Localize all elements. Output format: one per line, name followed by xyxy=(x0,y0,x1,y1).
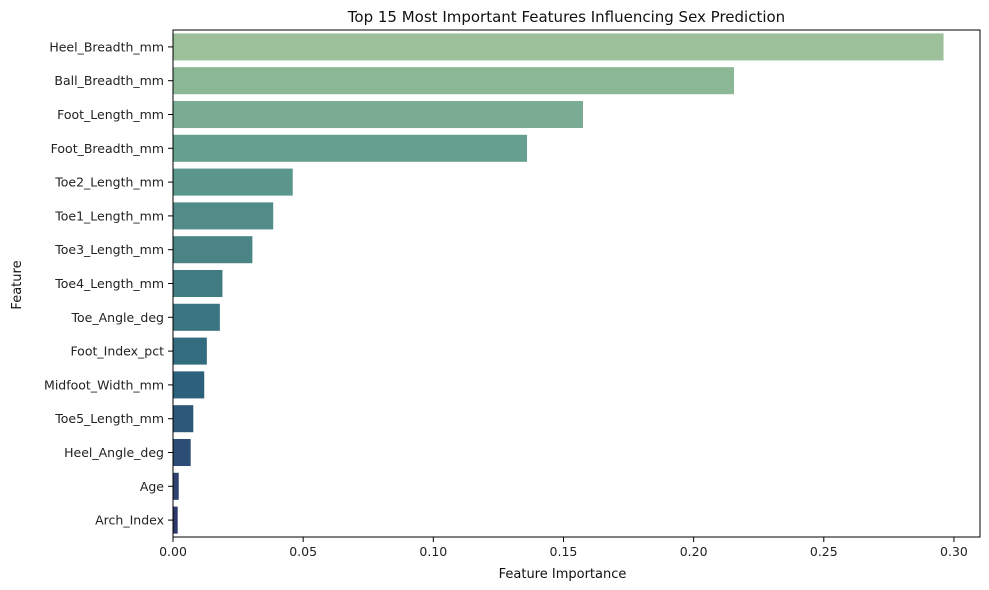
bar-heel-angle-deg xyxy=(173,438,191,467)
x-tick-label: 0.15 xyxy=(550,544,578,559)
y-tick-label: Ball_Breadth_mm xyxy=(54,73,164,88)
y-tick-label: Toe3_Length_mm xyxy=(54,242,164,257)
y-tick-label: Toe_Angle_deg xyxy=(71,310,164,325)
x-axis-ticks: 0.00 0.05 0.10 0.15 0.20 0.25 0.30 xyxy=(159,537,968,559)
bar-toe5-length-mm xyxy=(173,405,194,433)
bar-foot-index-pct xyxy=(173,337,207,365)
bar-arch-index xyxy=(173,506,178,534)
y-tick-label: Toe1_Length_mm xyxy=(54,208,164,223)
x-tick-label: 0.05 xyxy=(289,544,317,559)
bar-foot-length-mm xyxy=(173,100,584,129)
y-axis-label: Feature xyxy=(10,260,25,309)
bar-toe4-length-mm xyxy=(173,269,223,298)
y-tick-label: Heel_Angle_deg xyxy=(64,445,164,460)
bars-group xyxy=(173,33,944,534)
bar-heel-breadth-mm xyxy=(173,33,944,61)
y-tick-label: Toe4_Length_mm xyxy=(54,276,164,291)
y-tick-label: Arch_Index xyxy=(95,513,164,528)
y-tick-label: Heel_Breadth_mm xyxy=(49,39,164,54)
x-tick-label: 0.20 xyxy=(680,544,708,559)
x-tick-label: 0.30 xyxy=(940,544,968,559)
y-tick-label: Midfoot_Width_mm xyxy=(44,377,164,392)
bar-toe-angle-deg xyxy=(173,303,220,331)
y-tick-label: Foot_Breadth_mm xyxy=(51,141,164,156)
bar-midfoot-width-mm xyxy=(173,371,205,399)
x-tick-label: 0.10 xyxy=(419,544,447,559)
bar-ball-breadth-mm xyxy=(173,67,734,95)
y-tick-label: Foot_Length_mm xyxy=(57,107,164,122)
bar-toe1-length-mm xyxy=(173,202,274,230)
y-axis-ticks: Heel_Breadth_mm Ball_Breadth_mm Foot_Lengt… xyxy=(44,39,173,528)
y-tick-label: Toe2_Length_mm xyxy=(54,175,164,190)
bar-toe3-length-mm xyxy=(173,236,253,264)
chart-title: Top 15 Most Important Features Influenci… xyxy=(347,8,785,26)
x-tick-label: 0.25 xyxy=(810,544,838,559)
bar-age xyxy=(173,472,179,500)
y-tick-label: Toe5_Length_mm xyxy=(54,411,164,426)
y-tick-label: Age xyxy=(140,479,164,494)
bar-foot-breadth-mm xyxy=(173,134,528,162)
bar-toe2-length-mm xyxy=(173,168,293,196)
x-tick-label: 0.00 xyxy=(159,544,187,559)
x-axis-label: Feature Importance xyxy=(499,567,627,582)
y-tick-label: Foot_Index_pct xyxy=(70,344,164,359)
